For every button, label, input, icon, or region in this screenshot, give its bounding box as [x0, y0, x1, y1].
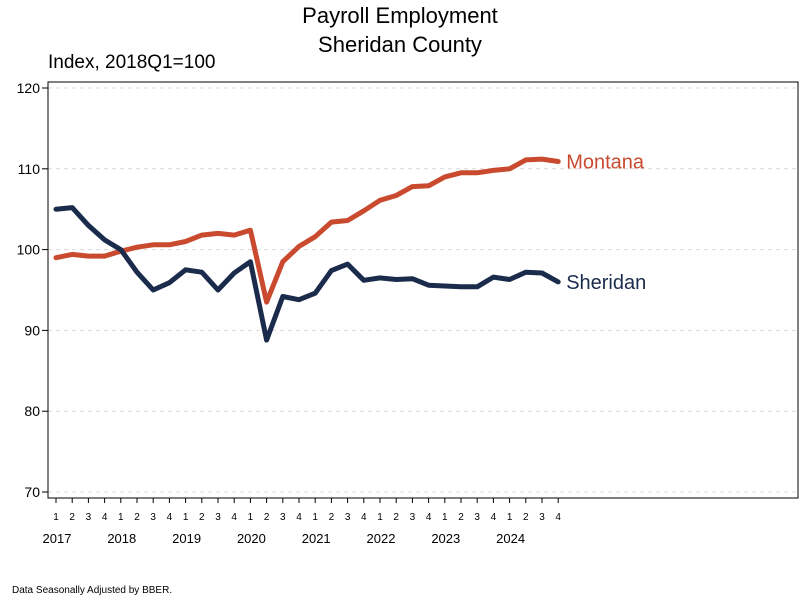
x-tick-label: 2	[264, 512, 270, 523]
x-tick-label: 1	[442, 512, 448, 523]
x-tick-label: 3	[150, 512, 156, 523]
plot-frame	[47, 81, 799, 499]
x-tick-label: 4	[231, 512, 237, 523]
gridlines	[48, 87, 798, 493]
x-tick-label: 1	[312, 512, 318, 523]
x-tick-label: 1	[118, 512, 124, 523]
year-label: 2024	[496, 531, 525, 546]
year-label: 2023	[431, 531, 460, 546]
x-tick-label: 3	[345, 512, 351, 523]
x-tick-label: 3	[474, 512, 480, 523]
x-tick-label: 1	[183, 512, 189, 523]
year-label: 2020	[237, 531, 266, 546]
year-label: 2017	[43, 531, 72, 546]
series-label-montana: Montana	[566, 152, 645, 174]
x-tick-label: 2	[134, 512, 140, 523]
x-tick-label: 2	[393, 512, 399, 523]
y-tick-label: 120	[17, 80, 41, 96]
footnote: Data Seasonally Adjusted by BBER.	[12, 585, 173, 596]
year-label: 2022	[367, 531, 396, 546]
y-axis-label: Index, 2018Q1=100	[48, 52, 216, 73]
year-label: 2018	[107, 531, 136, 546]
x-tick-label: 4	[555, 512, 561, 523]
year-label: 2021	[302, 531, 331, 546]
x-tick-label: 2	[523, 512, 529, 523]
x-tick-label: 4	[361, 512, 367, 523]
x-tick-label: 4	[296, 512, 302, 523]
x-tick-label: 1	[53, 512, 59, 523]
y-tick-label: 70	[24, 484, 40, 500]
x-tick-label: 4	[167, 512, 173, 523]
y-tick-label: 110	[18, 161, 41, 177]
series-line-sheridan	[53, 205, 561, 343]
x-tick-label: 3	[539, 512, 545, 523]
x-tick-label: 2	[329, 512, 335, 523]
year-label: 2019	[172, 531, 201, 546]
x-tick-label: 4	[426, 512, 432, 523]
x-tick-label: 1	[377, 512, 383, 523]
chart-title: Payroll Employment	[302, 3, 498, 28]
x-tick-label: 2	[199, 512, 205, 523]
series-line-montana	[53, 156, 561, 305]
chart-subtitle: Sheridan County	[318, 32, 482, 57]
y-axis: 70 80 90 100 110 120	[17, 80, 48, 500]
x-tick-label: 3	[215, 512, 221, 523]
x-tick-label: 4	[491, 512, 497, 523]
x-tick-label: 1	[248, 512, 254, 523]
y-tick-label: 90	[24, 322, 40, 338]
x-tick-label: 1	[507, 512, 513, 523]
series-label-sheridan: Sheridan	[566, 272, 646, 294]
x-tick-label: 3	[86, 512, 92, 523]
series-labels: Montana Sheridan	[566, 152, 646, 294]
x-tick-label: 2	[458, 512, 464, 523]
x-tick-label: 2	[69, 512, 75, 523]
series-lines	[53, 156, 561, 343]
y-tick-label: 100	[17, 242, 41, 258]
y-tick-label: 80	[24, 403, 40, 419]
x-tick-label: 4	[102, 512, 108, 523]
x-tick-label: 3	[410, 512, 416, 523]
x-tick-label: 3	[280, 512, 286, 523]
